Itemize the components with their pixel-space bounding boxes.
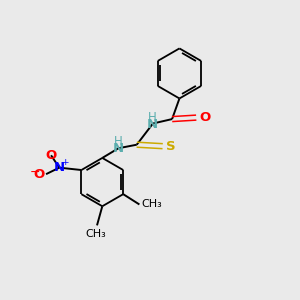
Text: CH₃: CH₃	[141, 200, 162, 209]
Text: O: O	[199, 111, 210, 124]
Text: H: H	[148, 110, 157, 124]
Text: N: N	[147, 118, 158, 130]
Text: O: O	[45, 149, 57, 162]
Text: CH₃: CH₃	[85, 229, 106, 239]
Text: −: −	[30, 166, 40, 179]
Text: N: N	[54, 161, 65, 174]
Text: O: O	[34, 168, 45, 181]
Text: N: N	[112, 142, 124, 155]
Text: S: S	[166, 140, 175, 153]
Text: +: +	[61, 158, 68, 167]
Text: H: H	[113, 135, 122, 148]
